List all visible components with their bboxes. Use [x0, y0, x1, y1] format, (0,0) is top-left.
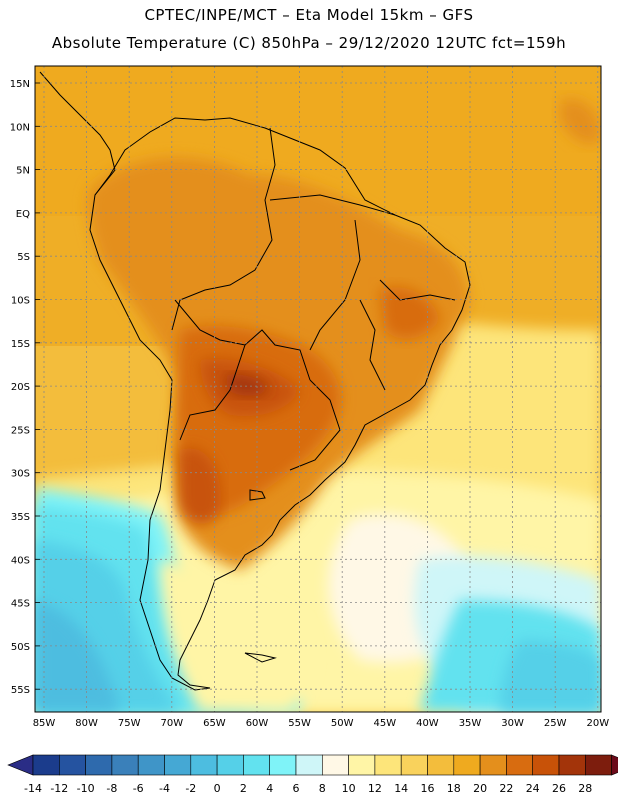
lon-label: 65W	[203, 718, 226, 729]
colorbar-swatch	[137, 754, 165, 776]
colorbar-labels: -14 -12 -10 -8 -6 -4 -2 0 2 4 6 8 10 12 14 16 18 20 22 24 26…	[24, 782, 592, 795]
colorbar-swatch	[58, 754, 86, 776]
border-brazil-states	[309, 219, 361, 351]
border-north	[171, 127, 276, 331]
lon-label: 85W	[33, 718, 56, 729]
colorbar-tick-label: 18	[447, 782, 461, 795]
lat-label: 40S	[11, 555, 30, 566]
colorbar-underflow	[7, 754, 34, 776]
lon-label: 55W	[288, 718, 311, 729]
lat-label: 20S	[11, 382, 30, 393]
lon-label: 75W	[118, 718, 141, 729]
falklands	[244, 652, 277, 663]
colorbar-swatch	[321, 754, 349, 776]
chart-title-line-2: Absolute Temperature (C) 850hPa – 29/12/…	[51, 34, 567, 52]
border-chile-argentina	[179, 344, 246, 441]
lon-label: 45W	[373, 718, 396, 729]
lat-label: 25S	[11, 425, 30, 436]
colorbar-swatch	[532, 754, 560, 776]
colorbar-tick-label: -4	[159, 782, 170, 795]
colorbar-tick-label: -8	[106, 782, 117, 795]
latitude-labels: 15N 10N 5N EQ 5S 10S 15S 20S 25S 30S 35S 40S 45S 50S 5…	[10, 79, 30, 696]
colorbar-tick-label: 2	[240, 782, 247, 795]
colorbar-tick-label: 28	[578, 782, 592, 795]
colorbar-tick-label: -12	[50, 782, 68, 795]
colorbar-swatch	[453, 754, 481, 776]
lon-label: 20W	[586, 718, 609, 729]
lat-label: 35S	[11, 512, 30, 523]
colorbar-tick-label: -2	[185, 782, 196, 795]
lat-label: 45S	[11, 599, 30, 610]
border-brazil-ne	[379, 279, 456, 301]
colorbar-swatch	[427, 754, 455, 776]
coastlines	[39, 71, 471, 691]
colorbar-tick-label: 12	[368, 782, 382, 795]
colorbar-tick-label: 20	[473, 782, 487, 795]
colorbar-tick-label: 26	[552, 782, 566, 795]
lat-label: 5N	[16, 166, 30, 177]
lat-label: 10S	[11, 296, 30, 307]
lat-label: 10N	[10, 122, 30, 133]
colorbar-tick-label: 10	[342, 782, 356, 795]
border-brazil-center	[359, 299, 386, 391]
map-frame	[34, 65, 602, 713]
lon-label: 35W	[459, 718, 482, 729]
colorbar-swatch	[295, 754, 323, 776]
colorbar-swatch	[584, 754, 612, 776]
longitude-labels: 85W 80W 75W 70W 65W 60W 55W 50W 45W 40W 35W 30W 25W 2…	[33, 718, 610, 729]
colorbar-overflow	[611, 754, 618, 776]
lon-label: 25W	[544, 718, 567, 729]
colorbar-tick-label: 14	[394, 782, 408, 795]
colorbar-tick-label: 6	[293, 782, 300, 795]
border-paraguay	[289, 379, 341, 471]
colorbar-tick-label: 0	[214, 782, 221, 795]
south-america-coast	[89, 117, 471, 691]
colorbar-swatch	[269, 754, 297, 776]
lon-label: 60W	[246, 718, 269, 729]
lon-label: 40W	[416, 718, 439, 729]
chart-title-line-1: CPTEC/INPE/MCT – Eta Model 15km – GFS	[144, 6, 474, 24]
colorbar	[7, 754, 618, 776]
uruguay-coast	[249, 489, 266, 501]
colorbar-tick-label: 16	[421, 782, 435, 795]
lat-label: 50S	[11, 642, 30, 653]
border-bolivia	[174, 299, 311, 381]
colorbar-swatch	[506, 754, 533, 776]
colorbar-swatch	[348, 754, 376, 776]
colorbar-tick-label: -10	[77, 782, 95, 795]
colorbar-tick-label: 22	[499, 782, 513, 795]
colorbar-swatch	[558, 754, 586, 776]
colorbar-swatch	[32, 754, 60, 776]
lat-label: 15N	[10, 79, 30, 90]
lat-label: 30S	[11, 469, 30, 480]
lat-label: 5S	[17, 252, 30, 263]
colorbar-swatch	[374, 754, 402, 776]
colorbar-swatch	[243, 754, 270, 776]
colorbar-tick-label: 24	[526, 782, 540, 795]
lat-label: EQ	[16, 209, 30, 220]
lat-label: 55S	[11, 685, 30, 696]
colorbar-swatch	[400, 754, 428, 776]
lon-label: 70W	[160, 718, 183, 729]
colorbar-swatch	[111, 754, 139, 776]
grid-lines	[35, 66, 601, 712]
lon-label: 80W	[75, 718, 98, 729]
colorbar-tick-label: 4	[266, 782, 273, 795]
colorbar-swatch	[164, 754, 192, 776]
temperature-field	[35, 66, 601, 712]
colorbar-tick-label: -6	[133, 782, 144, 795]
colorbar-swatch	[479, 754, 507, 776]
lon-label: 30W	[501, 718, 524, 729]
colorbar-swatch	[85, 754, 113, 776]
colorbar-tick-label: -14	[24, 782, 42, 795]
lon-label: 50W	[331, 718, 354, 729]
colorbar-swatch	[190, 754, 218, 776]
colorbar-swatch	[216, 754, 244, 776]
border-guianas	[269, 194, 396, 216]
colorbar-tick-label: 8	[319, 782, 326, 795]
lat-label: 15S	[11, 339, 30, 350]
